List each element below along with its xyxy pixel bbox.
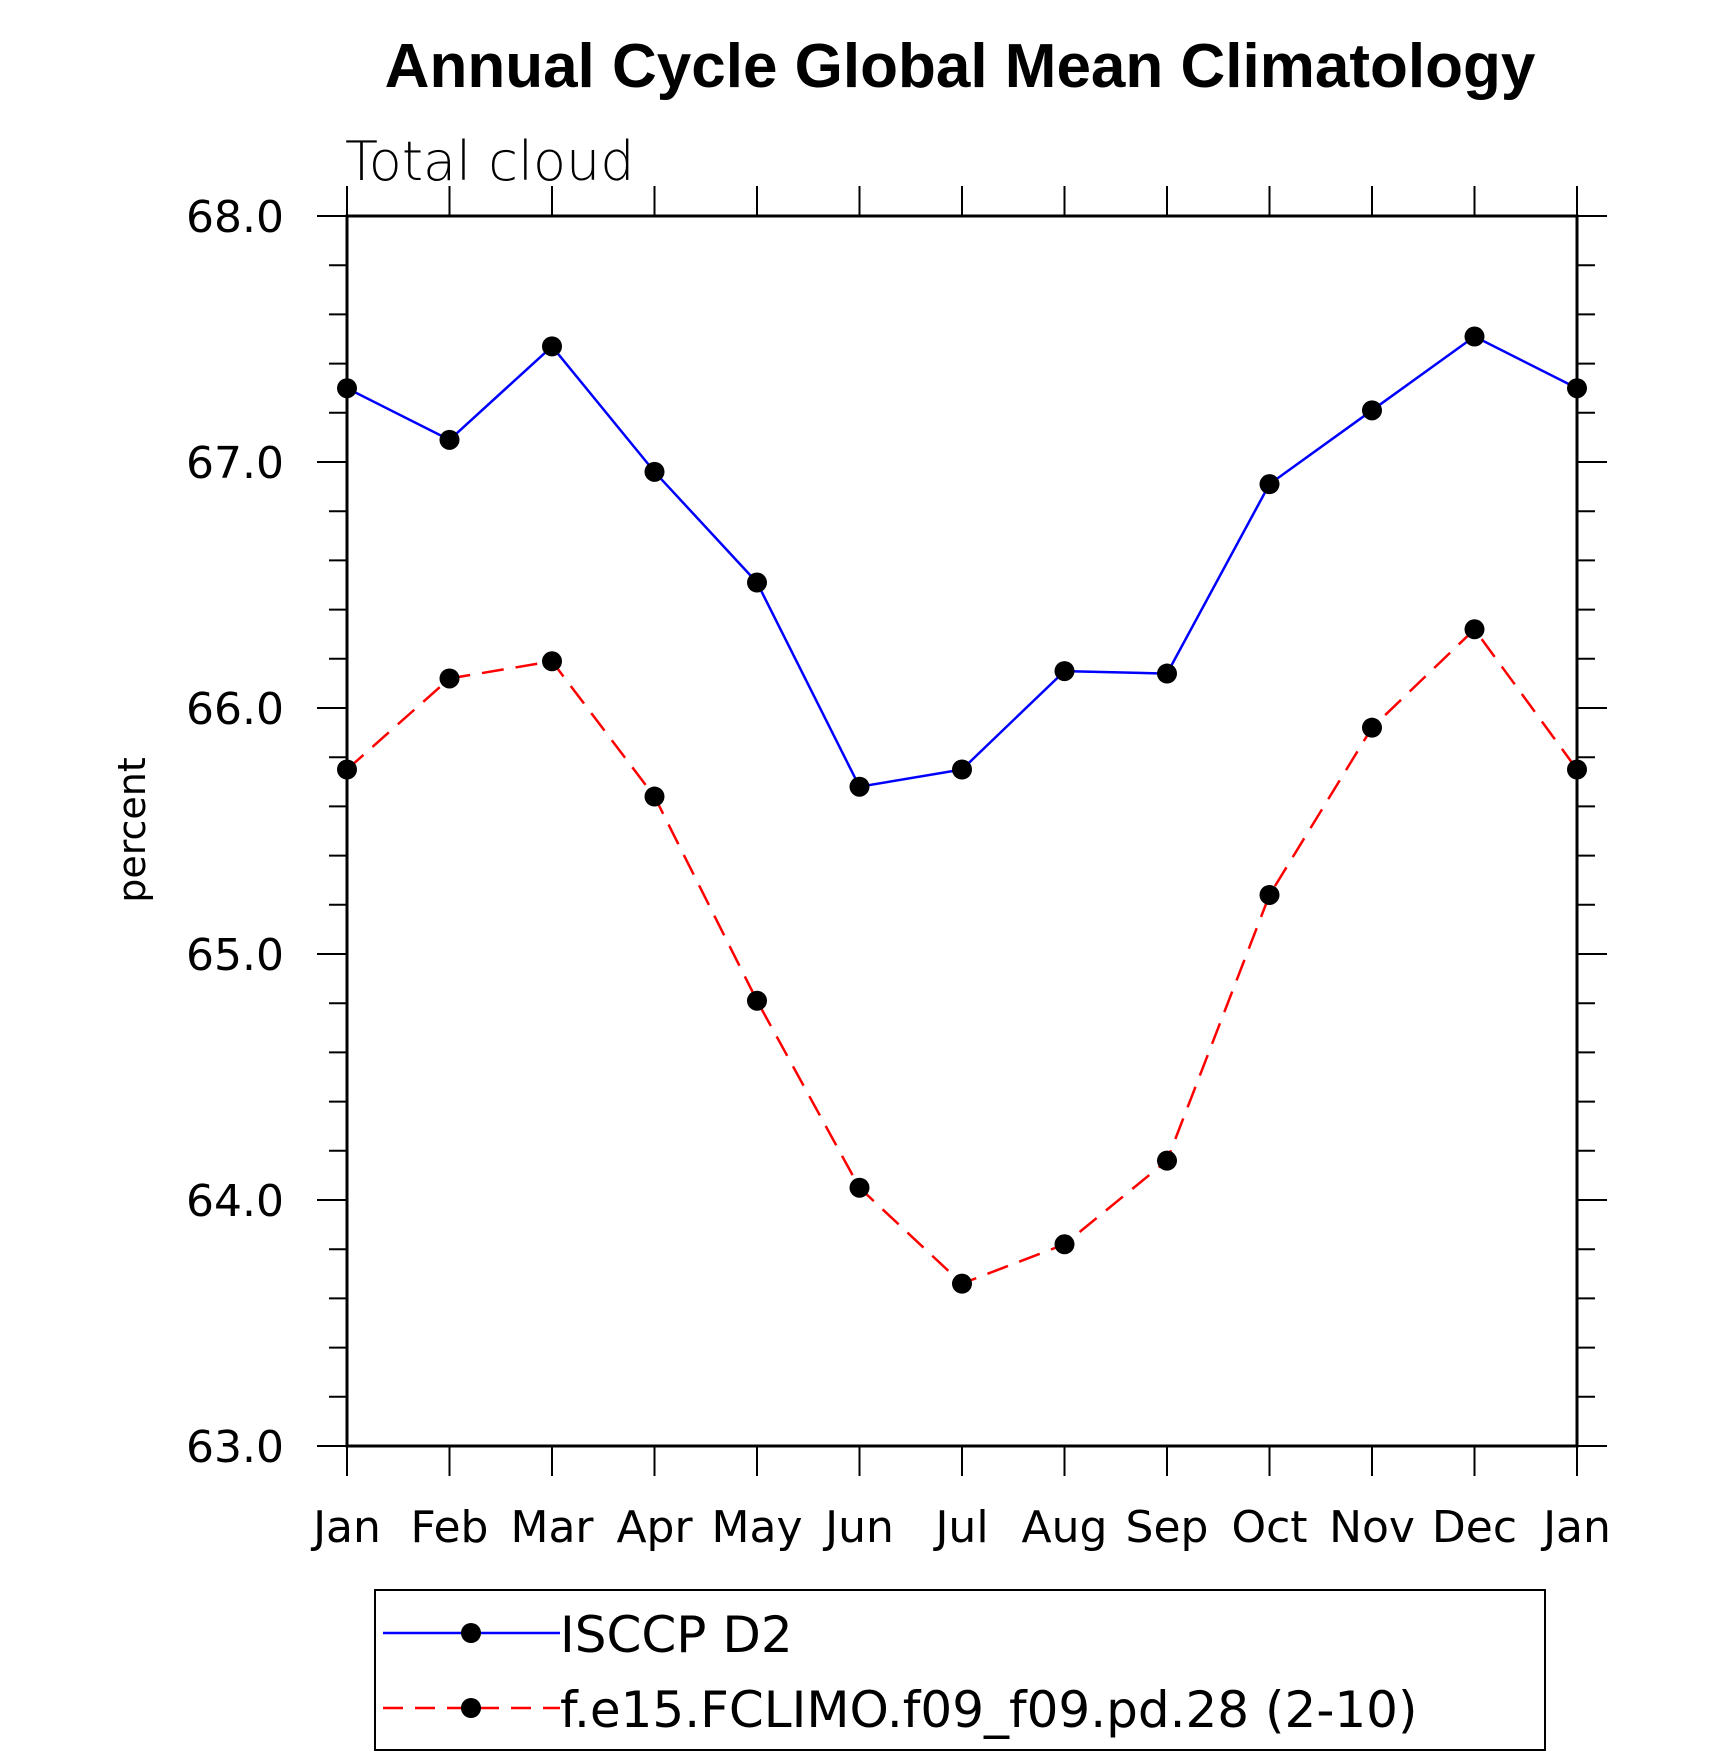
series-0-point — [439, 429, 460, 450]
x-tick-label: Oct — [1231, 1502, 1307, 1553]
x-tick-label: Feb — [411, 1502, 489, 1553]
series-0-point — [952, 759, 972, 780]
x-tick-label: Nov — [1329, 1502, 1415, 1553]
series-0-point — [1054, 661, 1075, 682]
series-line-1 — [346, 628, 1579, 1285]
series-1-point — [1054, 1234, 1075, 1255]
legend-label-isccp: ISCCP D2 — [560, 1606, 793, 1664]
series-0-point — [747, 572, 767, 593]
x-axis-ticks: Jan Feb Mar Apr May Jun Jul Aug Sep Oct Nov Dec Jan — [310, 186, 1611, 1553]
series-0-point — [337, 378, 357, 399]
plot-frame — [345, 214, 1579, 1448]
legend-marker-isccp — [461, 1623, 481, 1643]
series-1-point — [1259, 884, 1280, 905]
series-0-point — [542, 336, 562, 357]
y-tick-label: 65.0 — [186, 930, 284, 981]
series-1-point — [1464, 619, 1485, 640]
y-tick-label: 63.0 — [186, 1422, 284, 1473]
series-line-0 — [346, 335, 1578, 788]
series-0-point — [1259, 474, 1280, 495]
series-1-point — [1362, 717, 1382, 738]
series-0-point — [644, 461, 665, 482]
series-0-point — [1362, 400, 1382, 421]
x-tick-label: Mar — [510, 1502, 594, 1553]
x-tick-label: Dec — [1432, 1502, 1517, 1553]
legend-box — [374, 1589, 1546, 1751]
y-tick-label: 66.0 — [186, 684, 284, 735]
y-tick-label: 68.0 — [186, 192, 284, 243]
x-tick-label: May — [712, 1502, 803, 1553]
series-1-point — [542, 651, 562, 672]
y-axis-ticks: 63.0 64.0 65.0 66.0 67.0 68.0 — [186, 192, 1607, 1473]
chart-title: Annual Cycle Global Mean Climatology — [385, 32, 1536, 101]
x-tick-label: Jan — [1540, 1502, 1611, 1553]
legend-marker-model — [461, 1698, 481, 1718]
series-1-point — [747, 990, 767, 1011]
y-axis-label: percent — [110, 757, 154, 903]
x-tick-label: Jul — [932, 1502, 988, 1553]
y-tick-label: 67.0 — [186, 438, 284, 489]
series-0-point — [1464, 326, 1485, 347]
x-tick-label: Jan — [310, 1502, 381, 1553]
x-tick-label: Sep — [1126, 1502, 1209, 1553]
legend: ISCCP D2 f.e15.FCLIMO.f09_f09.pd.28 (2-1… — [374, 1589, 1546, 1751]
series-1-point — [1567, 759, 1587, 780]
series-1-point — [1157, 1150, 1177, 1171]
series-0-point — [1567, 378, 1587, 399]
y-tick-label: 64.0 — [186, 1176, 284, 1227]
series-0-point — [1157, 663, 1177, 684]
series-1-point — [439, 668, 460, 689]
x-tick-label: Apr — [616, 1502, 693, 1553]
series-1-point — [952, 1273, 972, 1294]
series-1-point — [337, 759, 357, 780]
series-1-point — [644, 786, 665, 807]
series-layer — [337, 326, 1587, 1294]
legend-label-model: f.e15.FCLIMO.f09_f09.pd.28 (2-10) — [560, 1681, 1418, 1739]
series-1-point — [849, 1177, 870, 1198]
chart-subtitle: Total cloud — [345, 130, 635, 193]
x-tick-label: Jun — [822, 1502, 894, 1553]
x-tick-label: Aug — [1022, 1502, 1108, 1553]
series-0-point — [849, 776, 870, 797]
